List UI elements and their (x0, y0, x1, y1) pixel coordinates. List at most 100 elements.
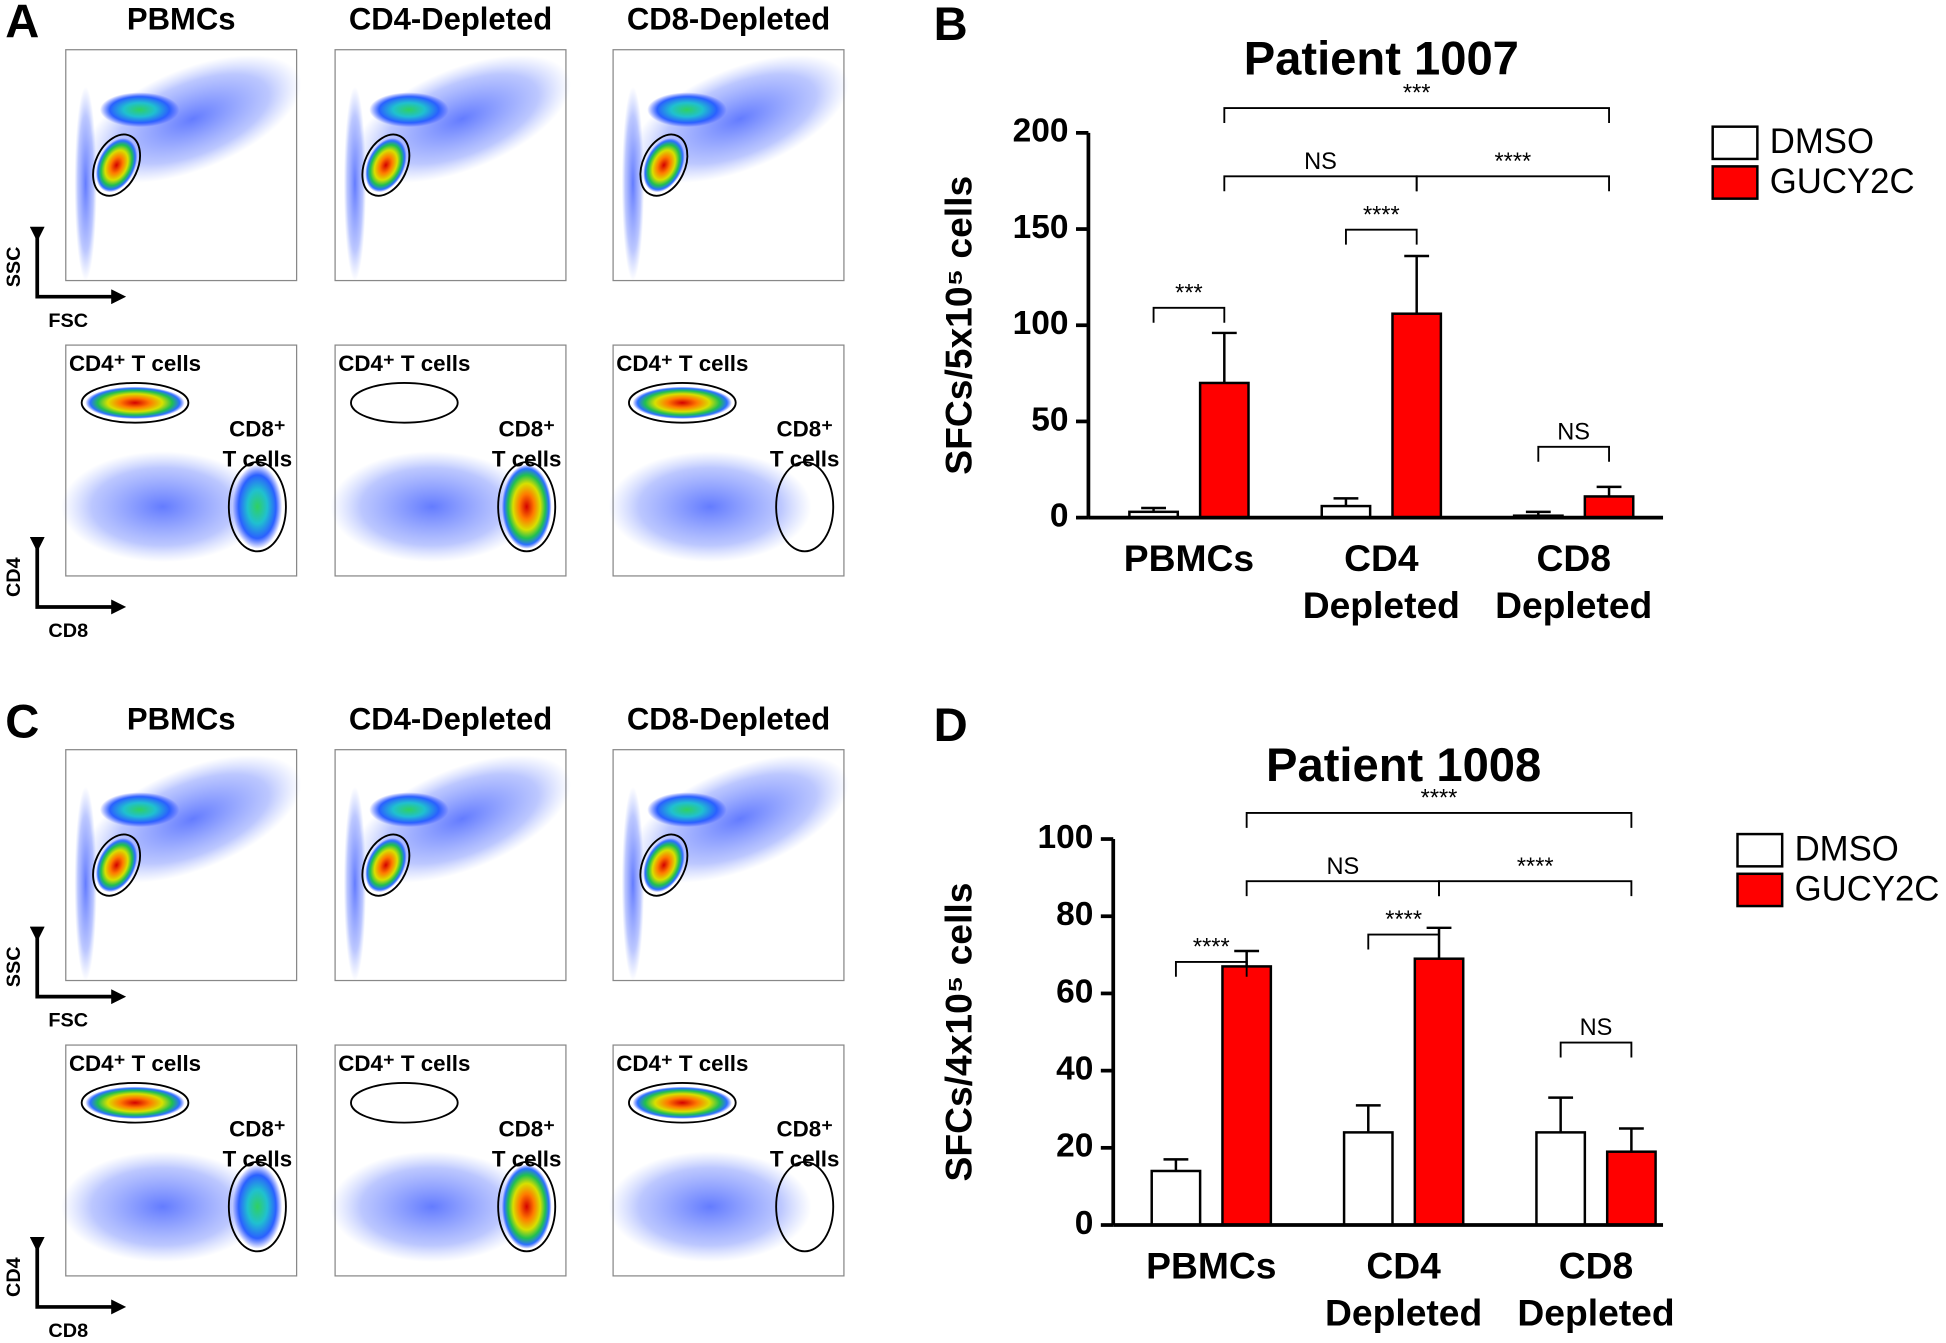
gate-label: CD4⁺ T cells (338, 1051, 470, 1076)
panel-letter: B (934, 0, 968, 50)
legend-label: DMSO (1770, 123, 1874, 161)
bar (1391, 312, 1443, 519)
significance-bracket (1245, 880, 1440, 897)
y-tick-label: 50 (1031, 401, 1068, 438)
y-tick-label: 100 (1013, 305, 1069, 342)
legend-swatch (1711, 165, 1759, 200)
gate (92, 133, 141, 197)
cell-blob (99, 92, 180, 128)
cell-blob (501, 464, 552, 549)
bar (1221, 965, 1273, 1227)
gate-label: CD8⁺ (776, 1116, 832, 1141)
bar (1342, 1131, 1394, 1227)
legend-label: GUCY2C (1795, 870, 1940, 908)
gate-label: CD4⁺ T cells (616, 351, 748, 376)
y-tick-label: 0 (1075, 1205, 1094, 1242)
cell-blob (365, 138, 407, 193)
y-tick-label: 60 (1056, 973, 1093, 1010)
cell-cloud (330, 451, 534, 563)
significance-bracket (1438, 880, 1633, 897)
cell-cloud (353, 55, 571, 183)
x-tick-label: PBMCs (1124, 537, 1254, 579)
y-tick-label: 20 (1056, 1128, 1093, 1165)
axis-arrow (29, 1236, 127, 1315)
y-tick-label: 40 (1056, 1050, 1093, 1087)
column-title: CD8-Depleted (627, 1, 830, 36)
x-tick-label: Depleted (1325, 1291, 1482, 1333)
gate-label: CD4⁺ T cells (616, 1051, 748, 1076)
bar (1198, 381, 1250, 519)
gate-label: CD4⁺ T cells (338, 351, 470, 376)
column-title: PBMCs (127, 701, 236, 736)
significance-bracket (1174, 960, 1248, 977)
bar (1535, 1131, 1587, 1227)
y-axis-label: SFCs/5x10⁵ cells (938, 176, 980, 475)
significance-label: NS (1557, 418, 1590, 444)
axis-arrow (29, 926, 127, 1005)
significance-label: **** (1421, 785, 1458, 811)
gate (361, 833, 411, 897)
x-tick-label: CD4 (1344, 537, 1419, 579)
cell-cloud (61, 451, 265, 563)
x-tick-label: Depleted (1303, 584, 1460, 626)
cell-cloud (330, 1151, 534, 1263)
y-axis-label: SFCs/4x10⁵ cells (938, 883, 980, 1182)
cell-blob (369, 92, 449, 128)
cell-blob (643, 838, 685, 893)
legend-label: GUCY2C (1770, 163, 1915, 201)
cell-cloud (631, 55, 849, 183)
significance-label: NS (1580, 1014, 1613, 1040)
gate-label: CD8⁺ (229, 1116, 285, 1141)
gate (639, 833, 689, 897)
cell-blob (647, 92, 727, 128)
x-tick-label: PBMCs (1146, 1244, 1276, 1286)
gate (80, 1081, 190, 1124)
legend-swatch (1711, 125, 1759, 161)
gate (350, 382, 459, 424)
cell-cloud (631, 755, 849, 883)
y-tick-label: 100 (1037, 819, 1093, 856)
gate-label: T cells (223, 446, 293, 471)
column-title: PBMCs (127, 1, 236, 36)
cell-blob (95, 838, 138, 893)
x-tick-label: CD8 (1559, 1244, 1633, 1286)
x-tick-label: Depleted (1517, 1291, 1674, 1333)
cell-blob (369, 792, 449, 828)
y-tick-label: 80 (1056, 896, 1093, 933)
gate-label: T cells (492, 446, 562, 471)
significance-label: **** (1193, 933, 1230, 959)
axis-arrow-label: SSC (3, 247, 25, 288)
cell-cloud (84, 755, 302, 883)
gate-label: T cells (770, 1146, 840, 1171)
significance-label: *** (1175, 279, 1203, 305)
gate (361, 133, 411, 197)
cell-blob (95, 138, 138, 193)
x-tick-label: Depleted (1495, 584, 1652, 626)
panel-letter: C (5, 694, 39, 747)
gate (628, 382, 737, 424)
column-title: CD8-Depleted (627, 701, 830, 736)
gate-label: T cells (770, 446, 840, 471)
bar (1605, 1150, 1657, 1227)
axis-arrow (29, 226, 127, 305)
significance-label: **** (1385, 906, 1422, 932)
legend-swatch (1736, 872, 1784, 908)
gate (497, 461, 557, 553)
cell-blob (632, 1086, 732, 1119)
chart-title: Patient 1007 (1244, 32, 1519, 85)
y-tick-label: 200 (1013, 113, 1069, 150)
chart-title: Patient 1008 (1266, 738, 1541, 791)
gate-label: T cells (492, 1146, 562, 1171)
significance-label: *** (1403, 80, 1431, 106)
axis-arrow-label: SSC (3, 946, 25, 987)
cell-blob (643, 138, 685, 193)
cell-blob (501, 1164, 552, 1249)
significance-bracket (1345, 228, 1418, 245)
gate-label: CD8⁺ (498, 416, 554, 441)
gate (80, 382, 190, 424)
significance-bracket (1559, 1041, 1633, 1058)
gate (639, 133, 689, 197)
cell-blob (365, 838, 407, 893)
